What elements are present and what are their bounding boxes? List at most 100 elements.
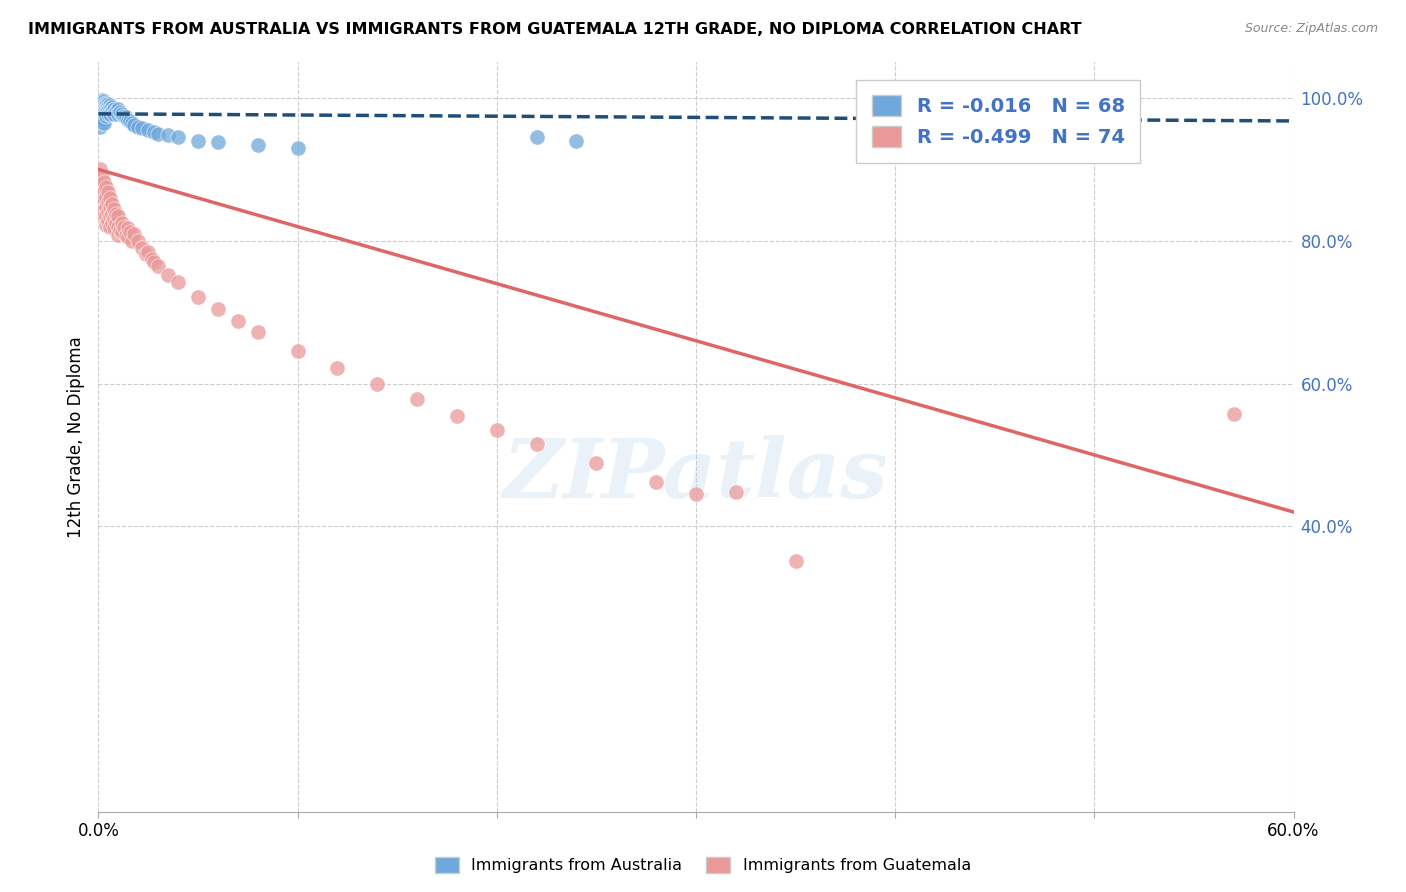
Point [101,103,124,118]
Point [91,93,114,107]
Point [96,105,118,120]
Point [96,102,118,116]
Point [127,234,149,248]
Point [785,553,807,567]
Point [91,95,114,109]
Point [93,105,115,120]
Point [107,107,129,121]
Point [120,114,142,128]
Point [91,103,114,118]
Point [89,111,111,125]
Point [91,100,114,114]
Point [93,193,115,207]
Point [93,102,115,116]
Point [97,214,120,228]
Point [89,109,111,123]
Point [91,96,114,111]
Point [89,102,111,116]
Point [107,102,129,116]
Point [103,107,125,121]
Point [91,177,114,191]
Point [98,98,122,112]
Point [246,137,269,152]
Point [89,116,111,130]
Text: Source: ZipAtlas.com: Source: ZipAtlas.com [1244,22,1378,36]
Point [124,227,146,241]
Point [143,255,166,269]
Point [143,125,166,139]
Point [91,116,114,130]
Point [101,100,124,114]
Point [117,230,139,244]
Point [111,225,134,239]
Point [89,120,111,134]
Point [110,105,132,120]
Point [115,228,138,243]
Point [93,112,115,127]
Point [98,107,122,121]
Point [96,96,118,111]
Point [89,98,111,112]
Point [107,228,129,243]
Text: ZIPatlas: ZIPatlas [503,434,889,515]
Point [89,162,111,177]
Point [446,409,468,423]
Point [207,301,229,316]
Point [326,360,349,375]
Point [406,392,429,407]
Point [91,102,114,116]
Text: IMMIGRANTS FROM AUSTRALIA VS IMMIGRANTS FROM GUATEMALA 12TH GRADE, NO DIPLOMA CO: IMMIGRANTS FROM AUSTRALIA VS IMMIGRANTS … [28,22,1081,37]
Point [107,219,129,234]
Point [93,202,115,216]
Point [112,219,135,234]
Point [97,103,120,118]
Point [91,202,114,216]
Point [91,184,114,198]
Point [187,289,209,303]
Point [96,200,118,214]
Point [136,244,159,259]
Point [148,127,170,141]
Point [98,200,122,214]
Point [112,109,135,123]
Point [1223,407,1246,421]
Point [96,98,118,112]
Point [93,94,115,108]
Point [91,193,114,207]
Point [120,225,142,239]
Point [136,123,159,137]
Point [91,169,114,184]
Point [157,268,180,282]
Point [89,107,111,121]
Point [127,120,149,134]
Point [121,234,143,248]
Point [101,216,124,230]
Point [93,109,115,123]
Point [96,109,118,123]
Point [97,107,120,121]
Point [89,105,111,120]
Point [135,246,157,260]
Point [246,325,269,339]
Point [207,136,229,150]
Point [101,196,124,211]
Legend: Immigrants from Australia, Immigrants from Guatemala: Immigrants from Australia, Immigrants fr… [429,850,977,880]
Point [103,211,125,225]
Legend: R = -0.016   N = 68, R = -0.499   N = 74: R = -0.016 N = 68, R = -0.499 N = 74 [856,79,1140,163]
Point [93,175,115,189]
Point [121,116,143,130]
Point [167,130,190,145]
Point [97,186,120,200]
Point [157,128,180,143]
Point [91,107,114,121]
Point [97,195,120,210]
Point [107,209,129,223]
Point [105,216,128,230]
Point [96,218,118,232]
Point [105,207,128,221]
Point [226,314,249,328]
Point [366,376,388,391]
Point [96,180,118,194]
Point [89,191,111,205]
Point [287,344,309,359]
